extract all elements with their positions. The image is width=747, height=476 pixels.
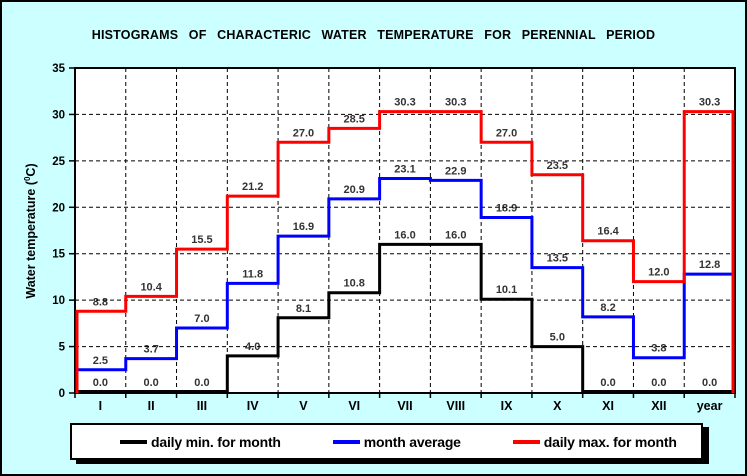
legend-entry: month average xyxy=(332,433,461,450)
data-label: 2.5 xyxy=(93,355,108,367)
data-label: 16.4 xyxy=(597,226,619,238)
data-label: 28.5 xyxy=(344,113,365,125)
x-category-label: II xyxy=(148,399,155,413)
y-tick-label: 20 xyxy=(52,202,65,214)
data-label: 3.8 xyxy=(651,343,666,355)
data-label: 18.9 xyxy=(496,203,517,215)
x-category-label: VIII xyxy=(446,399,465,413)
data-label: 0.0 xyxy=(93,377,108,389)
plot-background xyxy=(75,68,735,393)
data-label: 13.5 xyxy=(547,253,568,265)
x-category-label: I xyxy=(99,399,102,413)
data-label: 5.0 xyxy=(550,332,565,344)
x-category-label: XI xyxy=(602,399,614,413)
legend-line-icon xyxy=(120,439,147,444)
legend-line-icon xyxy=(332,439,360,444)
y-tick-label: 35 xyxy=(52,63,65,75)
x-category-label: VI xyxy=(348,399,360,413)
y-tick-label: 0 xyxy=(59,388,65,400)
y-tick-label: 5 xyxy=(59,342,66,354)
data-label: 20.9 xyxy=(344,184,365,196)
x-category-label: IX xyxy=(501,399,513,413)
x-category-label: IV xyxy=(247,399,259,413)
legend-entry: daily max. for month xyxy=(512,433,677,450)
data-label: 8.2 xyxy=(600,302,615,314)
data-label: 23.1 xyxy=(394,164,415,176)
x-category-label: VII xyxy=(397,399,412,413)
data-label: 23.5 xyxy=(547,160,568,172)
legend-label: month average xyxy=(363,433,461,450)
legend-label: daily max. for month xyxy=(543,433,677,450)
series-line xyxy=(75,177,733,393)
x-category-label: III xyxy=(197,399,207,413)
data-label: 12.0 xyxy=(648,267,669,279)
data-label: 0.0 xyxy=(600,377,615,389)
x-category-label: XII xyxy=(651,399,666,413)
data-label: 16.0 xyxy=(394,229,415,241)
data-label: 10.4 xyxy=(140,281,162,293)
data-label: 15.5 xyxy=(191,234,212,246)
series-line xyxy=(75,110,735,393)
data-label: 12.8 xyxy=(699,259,720,271)
data-label: 22.9 xyxy=(445,165,466,177)
data-label: 11.8 xyxy=(242,268,263,280)
data-label: 0.0 xyxy=(144,377,159,389)
data-label: 0.0 xyxy=(702,377,717,389)
y-tick-label: 30 xyxy=(52,109,65,121)
data-label: 0.0 xyxy=(651,377,666,389)
y-tick-label: 25 xyxy=(52,156,65,168)
legend-entry: daily min. for month xyxy=(120,434,281,450)
data-label: 30.3 xyxy=(445,97,466,109)
y-tick-label: 10 xyxy=(52,295,65,307)
y-tick-label: 15 xyxy=(52,249,65,261)
plot-border xyxy=(74,67,736,394)
legend-label: daily min. for month xyxy=(151,433,281,450)
legend-line-icon xyxy=(512,439,540,444)
legend: daily min. for month month average daily m… xyxy=(70,423,703,460)
data-label: 21.2 xyxy=(242,181,263,193)
data-label: 8.8 xyxy=(93,296,108,308)
data-label: 10.8 xyxy=(344,278,365,290)
data-label: 3.7 xyxy=(144,344,159,356)
data-label: 10.1 xyxy=(496,284,517,296)
x-category-label: X xyxy=(553,399,562,413)
data-label: 27.0 xyxy=(496,127,517,139)
data-label: 16.9 xyxy=(293,221,314,233)
data-label: 16.0 xyxy=(445,229,466,241)
data-label: 30.3 xyxy=(394,97,415,109)
x-category-label: V xyxy=(299,399,308,413)
data-label: 7.0 xyxy=(194,313,209,325)
data-label: 30.3 xyxy=(699,97,720,109)
data-label: 0.0 xyxy=(194,377,209,389)
data-label: 8.1 xyxy=(296,303,311,315)
series-line xyxy=(75,242,735,393)
x-category-label: year xyxy=(697,399,723,413)
data-label: 27.0 xyxy=(293,127,314,139)
chart-title: HISTOGRAMS OF CHARACTERIC WATER TEMPERAT… xyxy=(91,28,656,42)
